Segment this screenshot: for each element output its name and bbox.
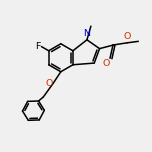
- Text: F: F: [35, 42, 40, 51]
- Text: O: O: [123, 32, 131, 41]
- Text: O: O: [45, 79, 52, 88]
- Text: O: O: [102, 59, 109, 68]
- Text: N: N: [83, 29, 90, 38]
